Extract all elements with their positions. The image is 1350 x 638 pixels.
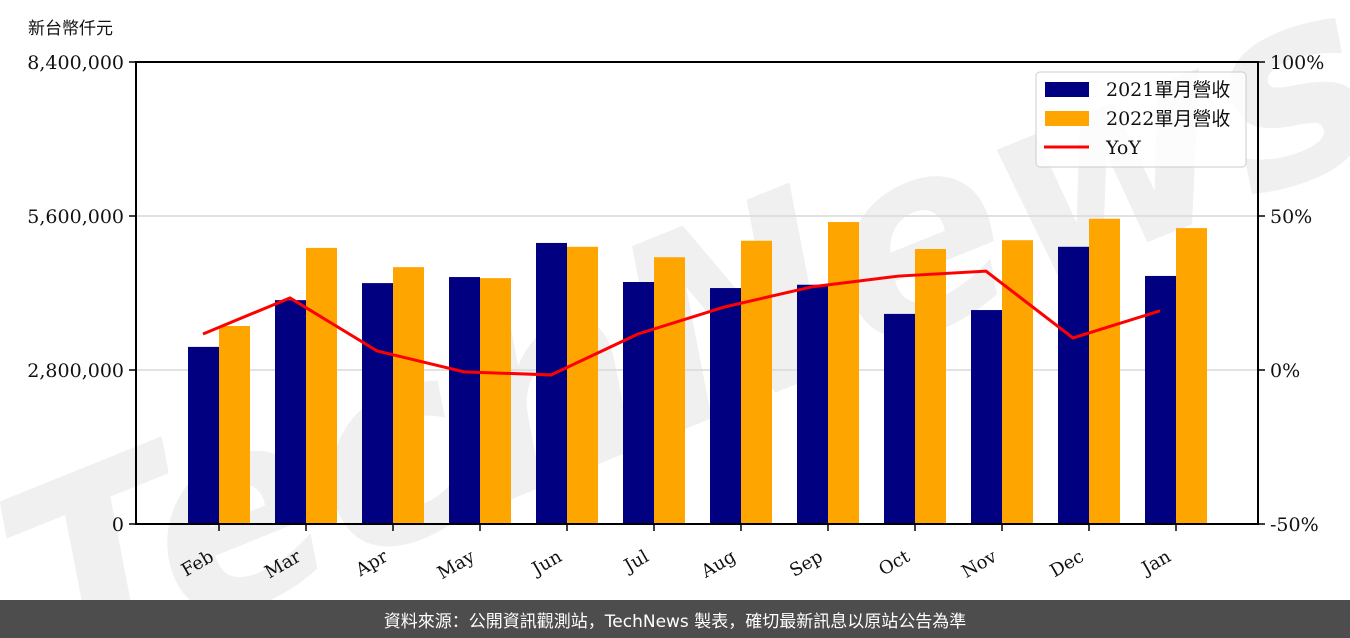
bar-2022 (1089, 218, 1120, 524)
bar-2022 (1176, 228, 1207, 524)
bar-2021 (623, 282, 654, 524)
source-footer: 資料來源：公開資訊觀測站，TechNews 製表，確切最新訊息以原站公告為準 (0, 600, 1350, 638)
bar-2022 (219, 326, 250, 524)
bar-2021 (710, 288, 741, 524)
x-tick-label: Aug (697, 546, 740, 583)
bar-2022 (741, 240, 772, 524)
y-tick-label: 5,600,000 (27, 206, 124, 228)
legend-label: YoY (1105, 137, 1141, 159)
bar-2022 (915, 249, 946, 524)
bar-2021 (884, 313, 915, 524)
y2-tick-label: 0% (1270, 360, 1300, 382)
revenue-chart: TechNews02,800,0005,600,0008,400,000-50%… (0, 0, 1350, 600)
bar-2021 (449, 277, 480, 524)
bar-2022 (1002, 240, 1033, 524)
footer-text: 資料來源：公開資訊觀測站，TechNews 製表，確切最新訊息以原站公告為準 (383, 611, 967, 632)
bar-2021 (275, 300, 306, 524)
legend-label: 2022單月營收 (1106, 108, 1230, 130)
y-axis-unit-label: 新台幣仟元 (28, 19, 113, 39)
x-tick-label: Sep (786, 546, 826, 581)
y2-tick-label: -50% (1270, 514, 1319, 536)
y2-tick-label: 50% (1270, 206, 1312, 228)
x-tick-label: Jan (1137, 546, 1175, 580)
bar-2021 (362, 283, 393, 524)
x-tick-label: Dec (1047, 546, 1088, 582)
bar-2022 (306, 247, 337, 524)
bar-2021 (971, 310, 1002, 524)
bar-2021 (1145, 275, 1176, 524)
x-tick-label: Jul (619, 546, 653, 578)
bar-2022 (567, 246, 598, 525)
legend-label: 2021單月營收 (1106, 79, 1230, 101)
x-tick-label: Nov (958, 546, 1001, 583)
plot-frame (135, 61, 1259, 525)
legend-swatch (1045, 82, 1089, 97)
yoy-line (202, 269, 1161, 377)
bar-2022 (393, 267, 424, 524)
x-tick-label: Oct (875, 546, 914, 581)
bar-2021 (536, 242, 567, 524)
y-tick-label: 2,800,000 (27, 360, 124, 382)
bar-2021 (188, 346, 219, 524)
bar-2021 (1058, 246, 1089, 525)
bar-2022 (480, 278, 511, 524)
legend: 2021單月營收 2022單月營收 YoY (1035, 71, 1247, 168)
legend-swatch (1045, 111, 1089, 126)
bar-2022 (654, 257, 685, 524)
bar-2021 (797, 284, 828, 524)
y-tick-label: 0 (112, 514, 124, 536)
y-tick-label: 8,400,000 (27, 52, 124, 74)
y2-tick-label: 100% (1270, 52, 1324, 74)
bar-2022 (828, 222, 859, 525)
